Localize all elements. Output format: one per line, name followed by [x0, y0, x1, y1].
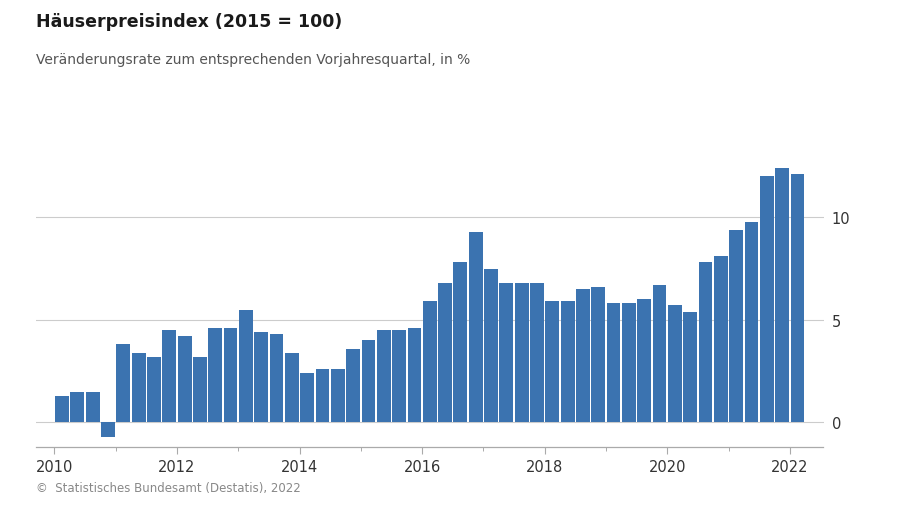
Bar	[362, 341, 375, 422]
Bar	[622, 304, 635, 422]
Bar	[70, 392, 85, 422]
Text: ©  Statistisches Bundesamt (Destatis), 2022: © Statistisches Bundesamt (Destatis), 20…	[36, 481, 301, 494]
Bar	[561, 302, 574, 422]
Bar	[652, 285, 667, 422]
Bar	[162, 330, 176, 422]
Text: Häuserpreisindex (2015 = 100): Häuserpreisindex (2015 = 100)	[36, 13, 342, 31]
Bar	[285, 353, 299, 422]
Bar	[239, 310, 253, 422]
Bar	[331, 369, 345, 422]
Bar	[316, 369, 329, 422]
Bar	[454, 263, 467, 422]
Bar	[576, 289, 590, 422]
Bar	[515, 283, 528, 422]
Bar	[760, 177, 774, 422]
Bar	[683, 312, 698, 422]
Bar	[607, 304, 620, 422]
Bar	[729, 230, 743, 422]
Bar	[177, 336, 192, 422]
Bar	[698, 263, 713, 422]
Bar	[637, 300, 651, 422]
Bar	[469, 232, 482, 422]
Bar	[55, 396, 69, 422]
Bar	[744, 222, 759, 422]
Bar	[408, 328, 421, 422]
Bar	[438, 283, 452, 422]
Bar	[224, 328, 238, 422]
Bar	[270, 334, 284, 422]
Bar	[193, 357, 207, 422]
Bar	[423, 302, 436, 422]
Bar	[500, 283, 513, 422]
Bar	[545, 302, 559, 422]
Bar	[775, 169, 789, 422]
Bar	[714, 257, 728, 422]
Bar	[86, 392, 100, 422]
Bar	[346, 349, 360, 422]
Bar	[668, 306, 682, 422]
Bar	[116, 345, 130, 422]
Bar	[484, 269, 498, 422]
Text: Veränderungsrate zum entsprechenden Vorjahresquartal, in %: Veränderungsrate zum entsprechenden Vorj…	[36, 53, 470, 67]
Bar	[591, 287, 605, 422]
Bar	[101, 422, 115, 437]
Bar	[392, 330, 406, 422]
Bar	[377, 330, 391, 422]
Bar	[530, 283, 544, 422]
Bar	[131, 353, 146, 422]
Bar	[255, 332, 268, 422]
Bar	[147, 357, 161, 422]
Bar	[790, 175, 805, 422]
Bar	[301, 373, 314, 422]
Bar	[209, 328, 222, 422]
